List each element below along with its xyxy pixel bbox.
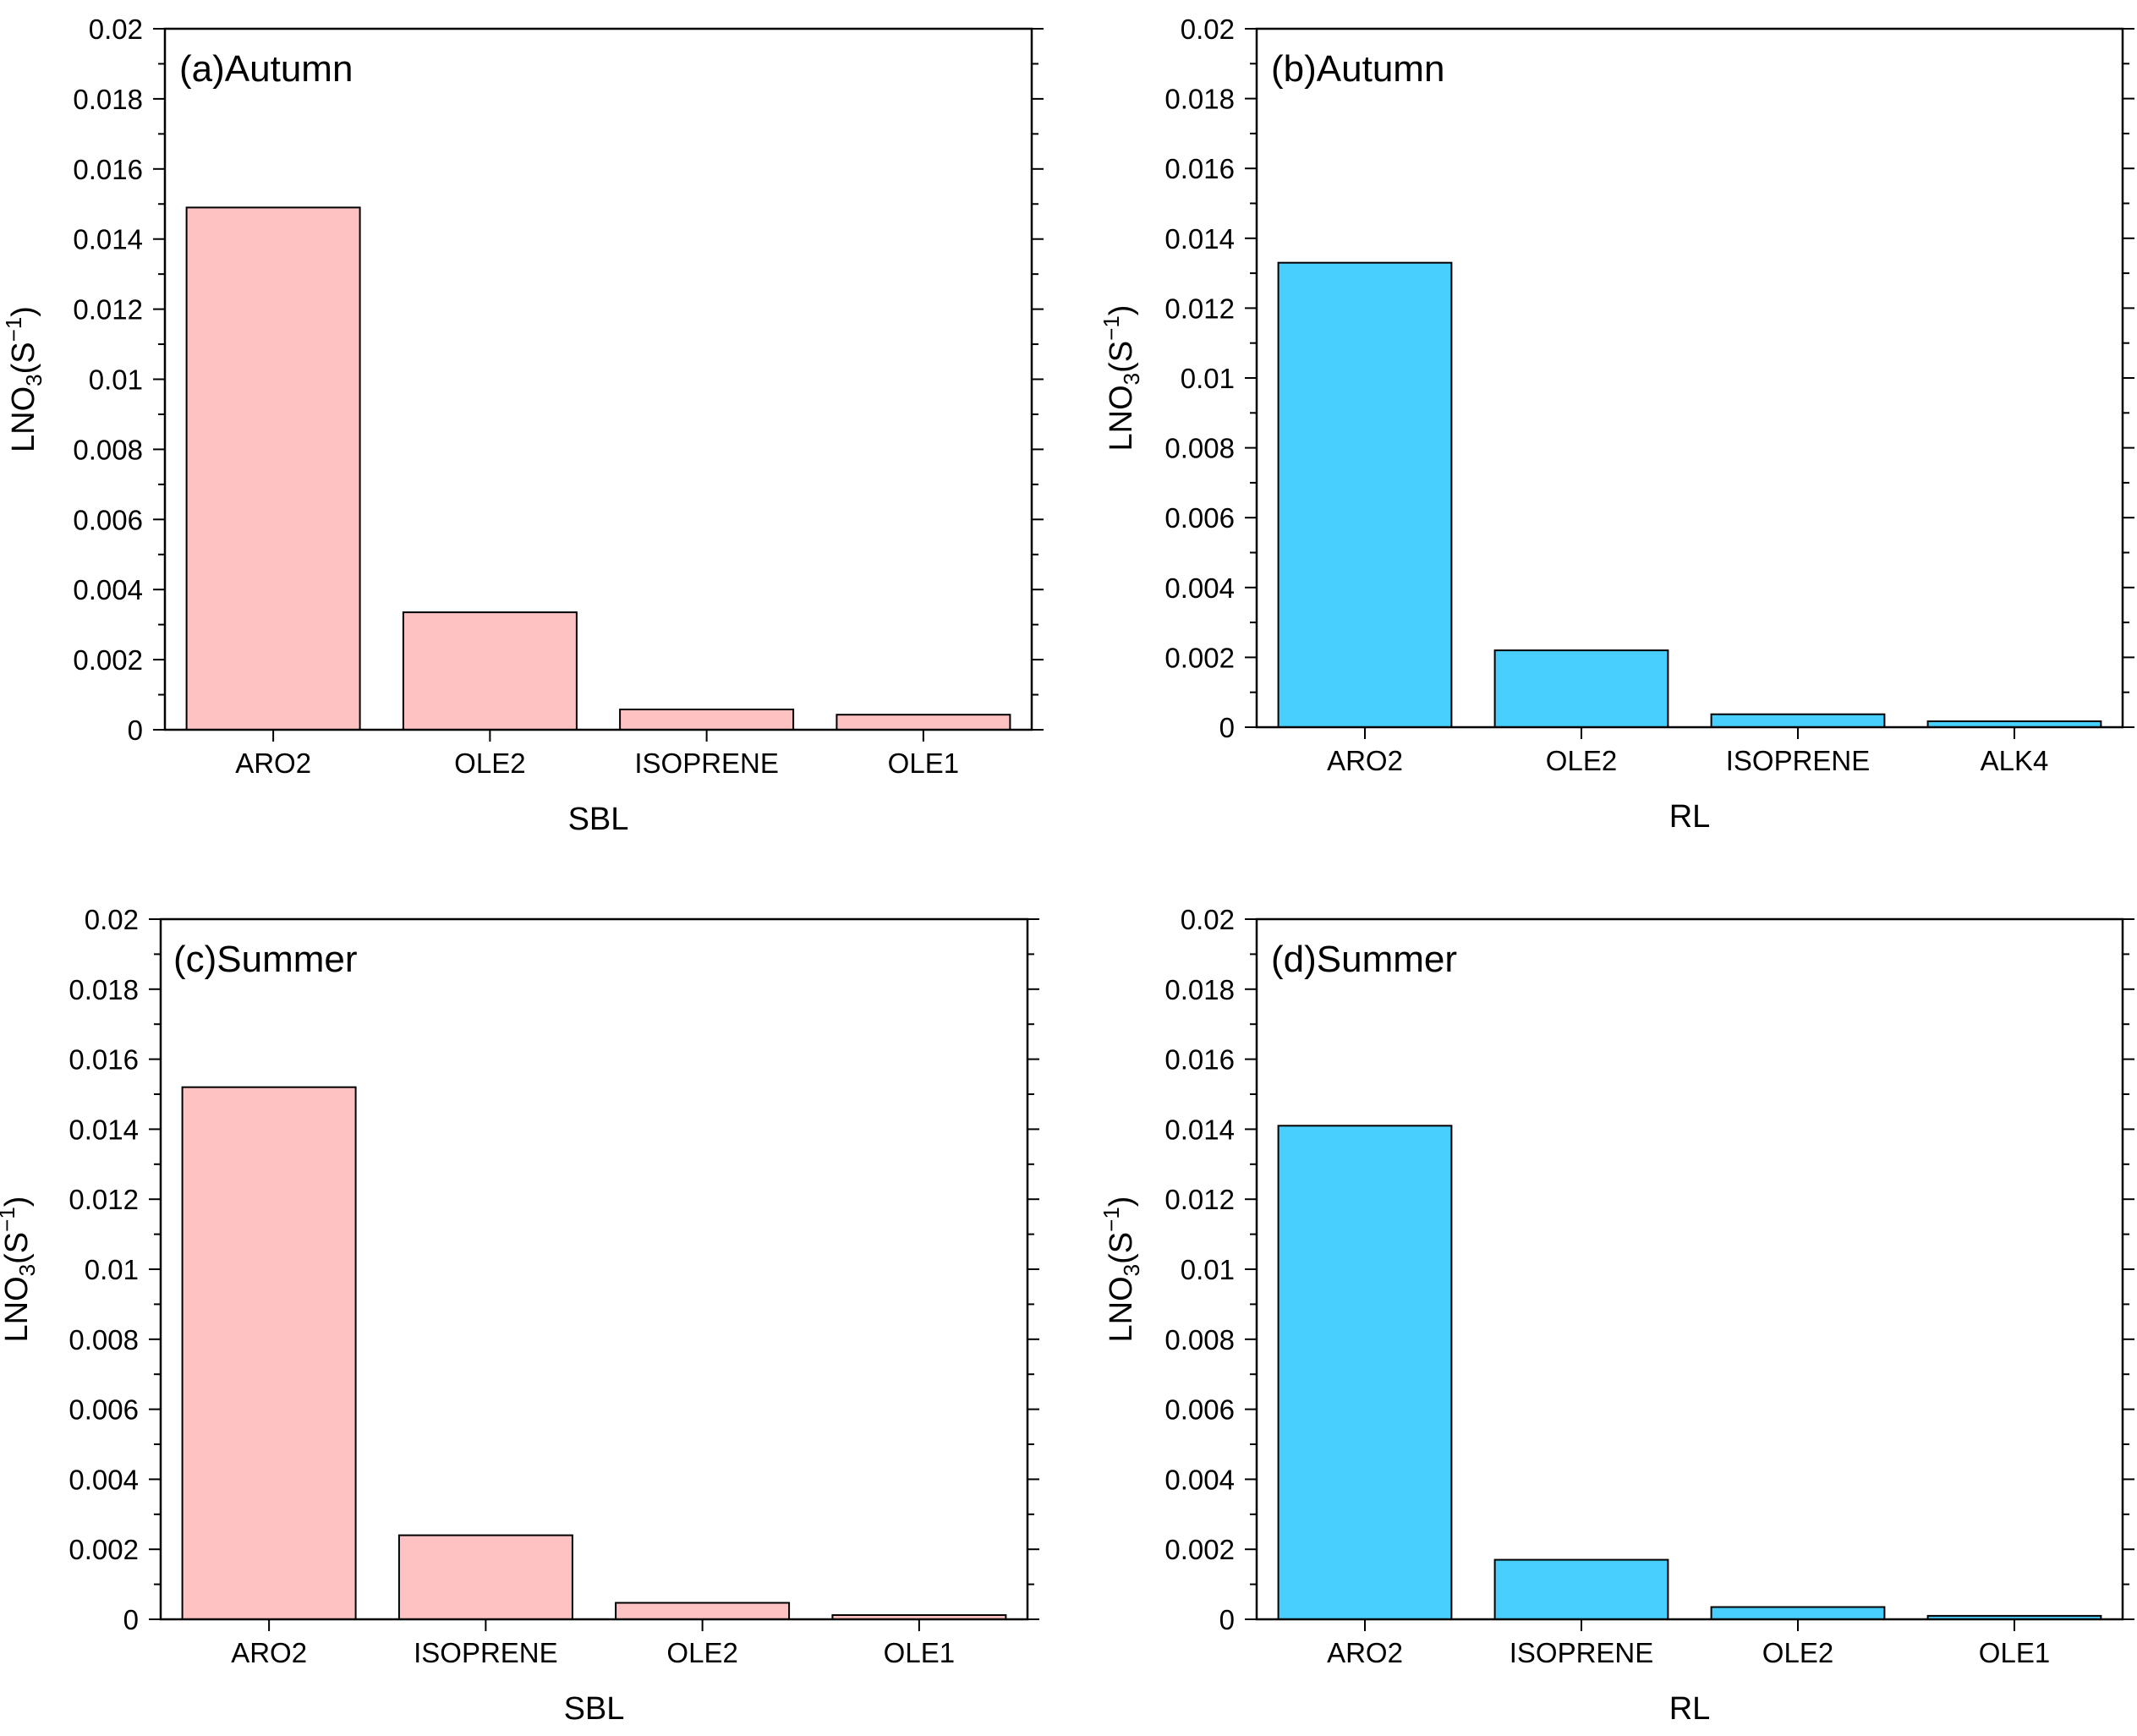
y-tick-label: 0.012 xyxy=(73,294,143,326)
y-tick-label: 0.016 xyxy=(1164,1044,1235,1076)
bar-ole2 xyxy=(1493,649,1669,728)
y-tick-label: 0.016 xyxy=(73,154,143,185)
plot-frame xyxy=(159,917,1029,1621)
plot-frame xyxy=(163,27,1033,731)
bar-ole2 xyxy=(1710,1606,1886,1620)
y-axis-label: LNO3(S−1) xyxy=(1099,305,1144,452)
chart-panel-a: ARO2 OLE2 ISOPRENE OLE1 0 0.002 0.004 0.006 0.00… xyxy=(1,14,1044,837)
plot-frame xyxy=(1255,917,2124,1621)
panel-title: (c)Summer xyxy=(173,939,358,980)
x-tick-label: OLE2 xyxy=(1546,745,1617,776)
y-tick-label: 0.018 xyxy=(1164,974,1235,1005)
x-tick-label: OLE2 xyxy=(1762,1637,1833,1668)
bar-ole2 xyxy=(615,1602,791,1620)
y-tick-label: 0.002 xyxy=(1164,642,1235,673)
x-tick-label: ARO2 xyxy=(1327,745,1403,776)
x-tick-label: ISOPRENE xyxy=(414,1637,558,1668)
x-tick-label: OLE1 xyxy=(1979,1637,2050,1668)
y-tick-label: 0.004 xyxy=(1164,1464,1235,1495)
y-axis-label: LNO3(S−1) xyxy=(0,1197,40,1343)
x-tick-label: ISOPRENE xyxy=(634,748,779,779)
y-tick-label: 0.004 xyxy=(73,574,143,605)
panel-title: (b)Autumn xyxy=(1271,48,1444,90)
bar-isoprene xyxy=(619,709,795,731)
bar-isoprene xyxy=(1710,713,1886,729)
x-tick-label: ARO2 xyxy=(235,748,311,779)
x-tick-label: ISOPRENE xyxy=(1726,745,1871,776)
x-tick-label: OLE1 xyxy=(884,1637,955,1668)
bar-aro2 xyxy=(1277,1125,1453,1621)
y-tick-label: 0.008 xyxy=(73,434,143,465)
x-tick-label: ARO2 xyxy=(231,1637,307,1668)
panel-title: (a)Autumn xyxy=(179,48,353,90)
y-tick-label: 0.006 xyxy=(1164,1394,1235,1426)
y-axis-label: LNO3(S−1) xyxy=(1099,1197,1144,1343)
y-tick-label: 0 xyxy=(1219,1604,1235,1635)
bar-isoprene xyxy=(397,1534,573,1620)
y-tick-label: 0.008 xyxy=(68,1324,139,1355)
x-axis-label: SBL xyxy=(564,1691,625,1727)
y-tick-label: 0.01 xyxy=(85,1254,139,1285)
x-tick-label: ARO2 xyxy=(1327,1637,1403,1668)
y-tick-label: 0.012 xyxy=(1164,1184,1235,1215)
y-tick-label: 0.02 xyxy=(89,14,143,45)
y-axis-label: LNO3(S−1) xyxy=(1,306,47,452)
y-tick-label: 0.006 xyxy=(73,504,143,535)
bar-ole1 xyxy=(836,714,1011,731)
chart-panel-c: ARO2 ISOPRENE OLE2 OLE1 0 0.002 0.004 0.006 0.00… xyxy=(0,904,1039,1727)
y-tick-label: 0.004 xyxy=(68,1464,139,1495)
bar-ole2 xyxy=(402,611,578,731)
chart-panel-b: ARO2 OLE2 ISOPRENE ALK4 0 0.002 0.004 0.006 0.00… xyxy=(1099,14,2134,835)
x-axis-label: RL xyxy=(1669,1691,1711,1727)
y-tick-label: 0.018 xyxy=(73,84,143,115)
x-tick-label: ALK4 xyxy=(1981,745,2049,776)
y-tick-label: 0.018 xyxy=(1164,84,1235,115)
chart-panel-d: ARO2 ISOPRENE OLE2 OLE1 0 0.002 0.004 0.006 0.00… xyxy=(1099,904,2134,1727)
y-tick-label: 0 xyxy=(1219,712,1235,743)
y-tick-label: 0.018 xyxy=(68,974,139,1005)
y-tick-label: 0 xyxy=(123,1604,139,1635)
y-tick-label: 0.016 xyxy=(1164,153,1235,184)
x-tick-label: ISOPRENE xyxy=(1510,1637,1654,1668)
y-tick-label: 0.002 xyxy=(1164,1534,1235,1565)
y-tick-label: 0.01 xyxy=(1181,363,1235,394)
y-tick-label: 0.004 xyxy=(1164,572,1235,604)
bar-aro2 xyxy=(1277,261,1453,728)
bar-isoprene xyxy=(1493,1558,1669,1620)
plot-frame xyxy=(1255,27,2124,729)
y-tick-label: 0.02 xyxy=(1181,904,1235,935)
x-axis-label: SBL xyxy=(568,802,629,837)
bar-aro2 xyxy=(185,206,361,731)
panel-title: (d)Summer xyxy=(1271,939,1457,980)
x-axis-label: RL xyxy=(1669,799,1711,835)
y-tick-label: 0.014 xyxy=(73,224,143,255)
y-tick-label: 0.006 xyxy=(68,1394,139,1426)
y-tick-label: 0.014 xyxy=(1164,223,1235,255)
y-tick-label: 0.002 xyxy=(73,644,143,676)
y-tick-label: 0.006 xyxy=(1164,502,1235,534)
y-tick-label: 0.008 xyxy=(1164,1324,1235,1355)
x-tick-label: OLE2 xyxy=(454,748,525,779)
y-tick-label: 0.01 xyxy=(1181,1254,1235,1285)
y-tick-label: 0.002 xyxy=(68,1534,139,1565)
x-tick-label: OLE1 xyxy=(888,748,959,779)
y-tick-label: 0.014 xyxy=(68,1114,139,1145)
y-tick-label: 0.02 xyxy=(1181,14,1235,45)
y-tick-label: 0.016 xyxy=(68,1044,139,1076)
y-tick-label: 0.012 xyxy=(68,1184,139,1215)
y-tick-label: 0.012 xyxy=(1164,293,1235,324)
y-tick-label: 0.01 xyxy=(89,364,143,396)
bar-aro2 xyxy=(181,1086,357,1620)
y-tick-label: 0.014 xyxy=(1164,1114,1235,1145)
y-tick-label: 0 xyxy=(128,715,143,746)
y-tick-label: 0.008 xyxy=(1164,433,1235,464)
x-tick-label: OLE2 xyxy=(666,1637,737,1668)
y-tick-label: 0.02 xyxy=(85,904,139,935)
